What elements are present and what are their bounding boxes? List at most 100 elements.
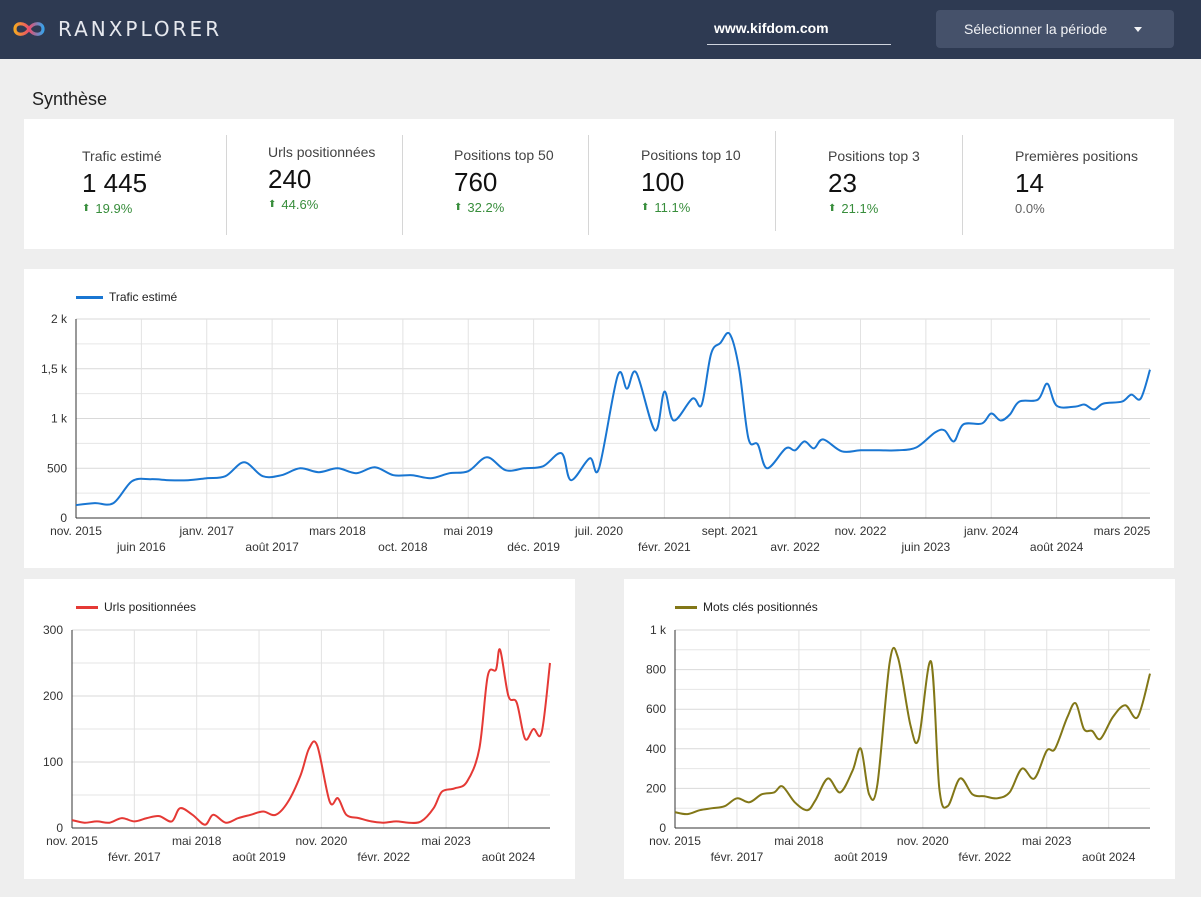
select-period-button[interactable]: Sélectionner la période <box>936 10 1174 48</box>
x-tick-label: nov. 2022 <box>835 524 887 538</box>
x-tick-label: juil. 2020 <box>574 524 623 538</box>
y-tick-label: 1,5 k <box>41 362 68 376</box>
kpi-top3: Positions top 3 23 ⬆ 21.1% <box>828 148 920 216</box>
arrow-up-icon: ⬆ <box>268 199 277 210</box>
series-line <box>71 648 551 826</box>
kpi-value: 760 <box>454 167 498 197</box>
legend-label: Urls positionnées <box>104 600 197 614</box>
series-line <box>75 331 1151 507</box>
x-tick-label: août 2024 <box>1082 850 1136 864</box>
traffic-chart: 0 500 1 k 1,5 k 2 k nov. 2015 juin 2016 janv. 2… <box>41 312 1151 554</box>
kpi-label: Positions top 50 <box>454 147 554 163</box>
kpi-top10: Positions top 10 100 ⬆ 11.1% <box>641 147 741 215</box>
x-tick-label: nov. 2020 <box>295 834 347 848</box>
y-tick-label: 1 k <box>51 412 68 426</box>
kpi-delta-value: 19.9% <box>95 201 133 216</box>
x-tick-label: août 2024 <box>1030 540 1084 554</box>
legend-label: Mots clés positionnés <box>703 600 818 614</box>
domain-input[interactable] <box>707 14 891 42</box>
x-tick-label: oct. 2018 <box>378 540 428 554</box>
domain-field[interactable] <box>707 14 891 45</box>
kpi-delta: 0.0% <box>1015 201 1138 216</box>
kpi-delta-value: 32.2% <box>467 200 505 215</box>
kpi-delta: ⬆ 44.6% <box>268 197 375 212</box>
x-tick-label: sept. 2021 <box>702 524 758 538</box>
kpi-divider <box>402 135 403 235</box>
kpi-delta: ⬆ 19.9% <box>82 201 162 216</box>
x-tick-label: janv. 2024 <box>963 524 1019 538</box>
x-tick-label: août 2019 <box>232 850 286 864</box>
y-tick-label: 200 <box>43 689 63 703</box>
kpi-divider <box>226 135 227 235</box>
x-tick-label: mars 2025 <box>1094 524 1151 538</box>
kpi-delta: ⬆ 32.2% <box>454 200 554 215</box>
keywords-chart-card: Mots clés positionnés 0 200 400 600 800 1 k no… <box>624 579 1175 879</box>
kpi-delta: ⬆ 11.1% <box>641 200 741 215</box>
kpi-delta-value: 21.1% <box>841 201 879 216</box>
kpi-urls: Urls positionnées 240 ⬆ 44.6% <box>268 144 375 212</box>
kpi-label: Urls positionnées <box>268 144 376 160</box>
y-tick-label: 0 <box>60 511 67 525</box>
traffic-chart-card: Trafic estimé 0 500 1 k 1,5 k 2 k nov. 2015 ju… <box>24 269 1174 568</box>
y-tick-label: 400 <box>646 742 666 756</box>
urls-chart-card: Urls positionnées 0 100 200 300 nov. 2015 fév… <box>24 579 575 879</box>
top-bar: RANXPLORER Sélectionner la période <box>0 0 1201 59</box>
series-line <box>674 646 1151 816</box>
x-tick-label: août 2019 <box>834 850 888 864</box>
keywords-chart: 0 200 400 600 800 1 k nov. 2015 févr. 2017 mai 2… <box>646 623 1151 864</box>
y-tick-label: 0 <box>56 821 63 835</box>
kpi-label: Positions top 3 <box>828 148 920 164</box>
kpi-top50: Positions top 50 760 ⬆ 32.2% <box>454 147 554 215</box>
kpi-first-positions: Premières positions 14 0.0% <box>1015 148 1138 216</box>
x-tick-label: janv. 2017 <box>178 524 234 538</box>
y-tick-label: 0 <box>659 821 666 835</box>
x-tick-label: août 2024 <box>482 850 536 864</box>
legend-swatch <box>76 605 98 609</box>
x-tick-label: mai 2018 <box>172 834 222 848</box>
chart-legend: Mots clés positionnés <box>675 600 818 614</box>
kpi-traffic: Trafic estimé 1 445 ⬆ 19.9% <box>82 148 162 216</box>
y-tick-label: 600 <box>646 702 666 716</box>
x-tick-label: févr. 2017 <box>711 850 764 864</box>
kpi-label: Positions top 10 <box>641 147 741 163</box>
kpi-delta-value: 44.6% <box>281 197 319 212</box>
kpi-divider <box>775 131 776 231</box>
kpi-value: 240 <box>268 164 312 194</box>
x-tick-label: déc. 2019 <box>507 540 560 554</box>
brand-name: RANXPLORER <box>58 17 223 41</box>
x-tick-label: mai 2019 <box>444 524 494 538</box>
kpi-value: 23 <box>828 168 857 198</box>
x-tick-label: mai 2023 <box>421 834 471 848</box>
dropdown-caret-icon <box>1134 27 1142 32</box>
x-tick-label: nov. 2020 <box>897 834 949 848</box>
page-title: Synthèse <box>32 89 108 109</box>
legend-swatch <box>675 605 697 609</box>
y-tick-label: 500 <box>47 461 67 475</box>
x-tick-label: mai 2018 <box>774 834 824 848</box>
kpi-delta-value: 0.0% <box>1015 201 1045 216</box>
arrow-up-icon: ⬆ <box>641 202 650 213</box>
kpi-value: 1 445 <box>82 168 148 198</box>
x-tick-label: févr. 2022 <box>958 850 1011 864</box>
x-tick-label: mars 2018 <box>309 524 366 538</box>
x-tick-label: avr. 2022 <box>770 540 820 554</box>
kpi-divider <box>588 135 589 235</box>
logo[interactable]: RANXPLORER <box>10 16 222 42</box>
legend-swatch <box>76 295 103 299</box>
x-tick-label: févr. 2021 <box>638 540 691 554</box>
x-tick-label: juin 2016 <box>116 540 166 554</box>
arrow-up-icon: ⬆ <box>828 203 837 214</box>
kpi-summary-card: Trafic estimé 1 445 ⬆ 19.9% Urls position… <box>24 119 1174 249</box>
y-tick-label: 300 <box>43 623 63 637</box>
chart-legend: Trafic estimé <box>76 290 177 304</box>
y-tick-label: 2 k <box>51 312 68 326</box>
select-period-label: Sélectionner la période <box>964 21 1108 37</box>
x-tick-label: févr. 2022 <box>357 850 410 864</box>
legend-label: Trafic estimé <box>109 290 178 304</box>
arrow-up-icon: ⬆ <box>82 203 91 214</box>
x-tick-label: nov. 2015 <box>50 524 102 538</box>
x-tick-label: nov. 2015 <box>46 834 98 848</box>
kpi-divider <box>962 135 963 235</box>
chart-legend: Urls positionnées <box>76 600 196 614</box>
arrow-up-icon: ⬆ <box>454 202 463 213</box>
